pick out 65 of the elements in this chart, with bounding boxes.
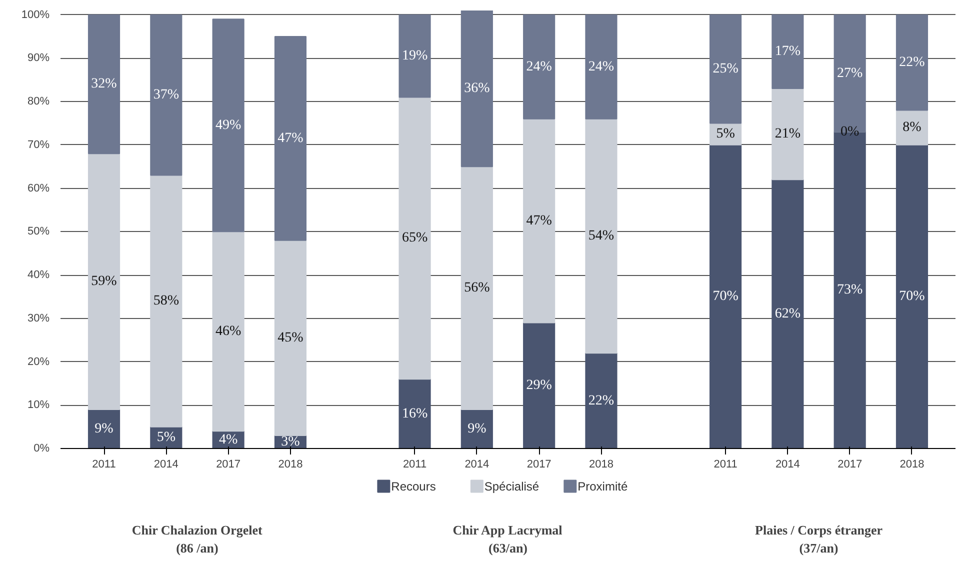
x-tick-label: 2011 bbox=[714, 458, 738, 470]
y-tick-label: 10% bbox=[27, 399, 50, 412]
y-tick-label: 80% bbox=[27, 96, 50, 108]
data-label: 22% bbox=[899, 55, 926, 70]
data-label: 21% bbox=[774, 126, 801, 142]
x-tick-label: 2014 bbox=[154, 458, 178, 470]
data-label: 5% bbox=[156, 430, 176, 446]
y-tick-label: 0% bbox=[34, 442, 50, 454]
data-label: 17% bbox=[774, 44, 801, 60]
data-label: 70% bbox=[899, 289, 926, 304]
data-label: 0% bbox=[840, 124, 860, 140]
data-label: 47% bbox=[526, 213, 552, 228]
y-tick-label: 50% bbox=[27, 226, 50, 238]
text: Plaies / Corps étranger (37/an) bbox=[755, 522, 883, 556]
data-label: 29% bbox=[526, 378, 552, 394]
y-tick-label: 40% bbox=[27, 269, 50, 282]
data-label: 37% bbox=[153, 88, 180, 103]
data-label: 22% bbox=[588, 393, 614, 408]
text: Chir App Lacrymal (63/an) bbox=[452, 522, 563, 556]
data-label: 70% bbox=[712, 289, 739, 304]
x-tick-label: 2018 bbox=[900, 458, 924, 470]
data-label: 9% bbox=[468, 421, 487, 436]
data-label: 19% bbox=[402, 48, 428, 64]
data-label: 65% bbox=[402, 230, 428, 246]
x-tick-label: 2011 bbox=[92, 458, 116, 470]
legend-label: Recours bbox=[391, 479, 436, 494]
data-label: 47% bbox=[278, 130, 304, 146]
data-label: 24% bbox=[588, 59, 614, 74]
x-tick-label: 2017 bbox=[838, 458, 862, 470]
data-label: 25% bbox=[712, 62, 739, 77]
x-tick-label: 2018 bbox=[588, 458, 614, 470]
data-label: 46% bbox=[215, 324, 242, 339]
data-label: 9% bbox=[94, 421, 114, 436]
y-tick-label: 60% bbox=[27, 182, 50, 194]
data-label: 45% bbox=[278, 330, 304, 346]
data-label: 8% bbox=[902, 120, 922, 136]
data-label: 16% bbox=[402, 406, 428, 422]
x-tick-label: 2014 bbox=[775, 458, 800, 470]
legend-label: Proximité bbox=[578, 479, 628, 494]
x-tick-label: 2017 bbox=[216, 458, 241, 470]
data-label: 56% bbox=[464, 280, 490, 296]
x-tick-label: 2017 bbox=[526, 458, 552, 470]
data-label: 58% bbox=[153, 294, 180, 309]
y-tick-label: 20% bbox=[27, 356, 50, 368]
data-label: 73% bbox=[837, 282, 864, 298]
x-tick-label: 2014 bbox=[464, 458, 490, 470]
y-tick-label: 100% bbox=[21, 8, 50, 21]
text: Chir Chalazion Orgelet (86 /an) bbox=[132, 522, 264, 556]
data-label: 5% bbox=[716, 126, 736, 142]
x-tick-label: 2011 bbox=[402, 458, 427, 470]
data-label: 27% bbox=[837, 66, 864, 81]
y-tick-label: 70% bbox=[27, 138, 50, 151]
data-label: 62% bbox=[774, 306, 801, 322]
data-label: 54% bbox=[588, 228, 614, 244]
data-label: 36% bbox=[464, 81, 490, 96]
data-label: 4% bbox=[218, 432, 238, 448]
x-tick-label: 2018 bbox=[278, 458, 303, 470]
legend-label: Spécialisé bbox=[484, 479, 540, 494]
data-label: 3% bbox=[281, 434, 300, 450]
data-label: 32% bbox=[91, 76, 118, 92]
y-tick-label: 90% bbox=[27, 52, 50, 64]
data-label: 49% bbox=[215, 118, 242, 133]
y-tick-label: 30% bbox=[27, 312, 50, 324]
data-label: 59% bbox=[91, 274, 118, 290]
data-label: 24% bbox=[526, 59, 552, 74]
